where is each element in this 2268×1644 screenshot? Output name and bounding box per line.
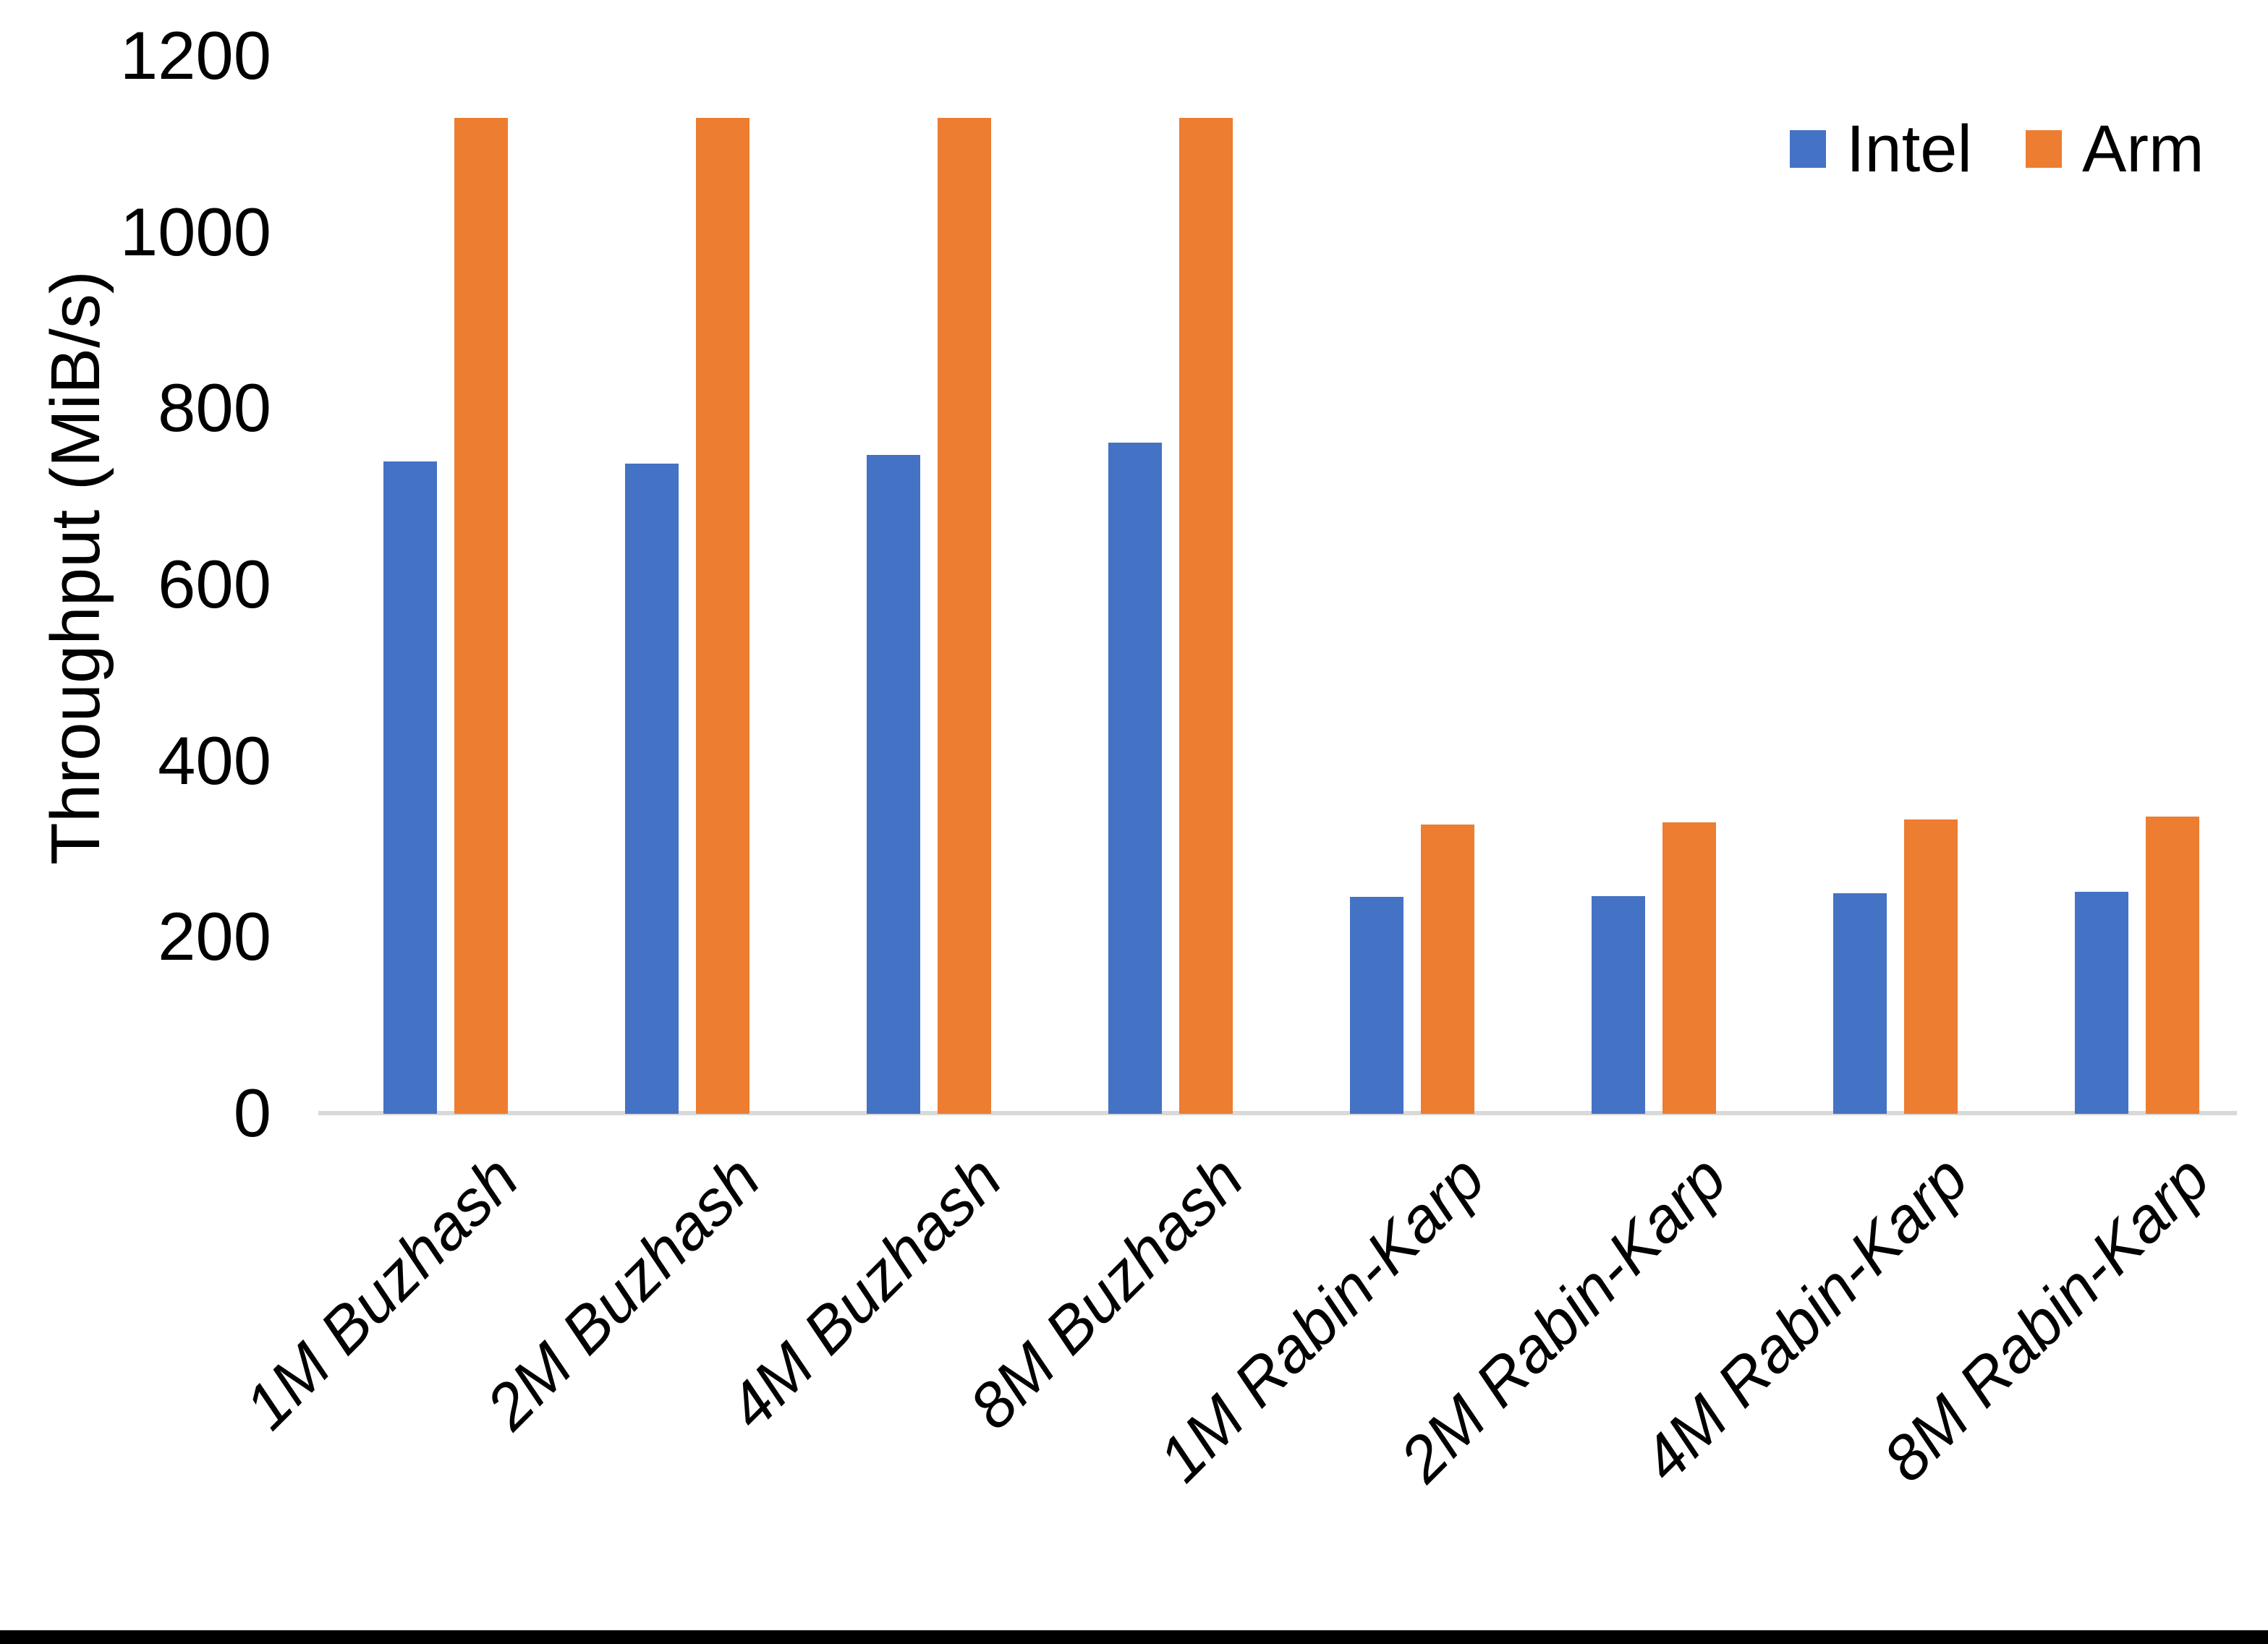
bar-arm-5: [1421, 825, 1474, 1114]
legend-label-arm: Arm: [2082, 112, 2204, 186]
x-axis-line: [318, 1111, 2237, 1115]
legend-swatch-arm: [2026, 130, 2062, 168]
bar-intel-3: [867, 455, 920, 1114]
bar-intel-1: [383, 461, 437, 1114]
screen-bottom-edge-bar: [0, 1630, 2268, 1644]
bar-arm-2: [696, 118, 749, 1114]
bar-arm-8: [2146, 817, 2199, 1114]
legend-swatch-intel: [1790, 130, 1826, 168]
bar-arm-3: [938, 118, 991, 1114]
y-tick-label: 1000: [119, 194, 271, 270]
y-tick-label: 400: [158, 723, 271, 798]
bar-arm-6: [1662, 822, 1716, 1114]
bar-intel-8: [2075, 892, 2128, 1114]
bar-intel-2: [625, 464, 679, 1114]
y-tick-label: 0: [233, 1075, 271, 1151]
bar-arm-1: [454, 118, 508, 1114]
bar-intel-5: [1350, 897, 1403, 1114]
bar-intel-6: [1592, 896, 1645, 1114]
bar-arm-7: [1904, 819, 1958, 1114]
legend-label-intel: Intel: [1846, 112, 1972, 186]
y-tick-label: 200: [158, 898, 271, 974]
bar-arm-4: [1179, 118, 1233, 1114]
bar-intel-7: [1833, 893, 1887, 1114]
y-tick-label: 1200: [119, 17, 271, 93]
bar-intel-4: [1108, 443, 1162, 1114]
y-tick-label: 800: [158, 370, 271, 446]
y-tick-label: 600: [158, 546, 271, 622]
